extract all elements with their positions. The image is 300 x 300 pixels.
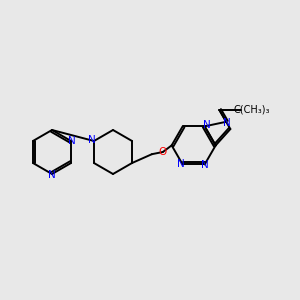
Text: N: N: [177, 160, 184, 170]
Text: O: O: [159, 147, 167, 157]
Text: N: N: [88, 135, 96, 145]
Text: C(CH₃)₃: C(CH₃)₃: [233, 105, 270, 115]
Text: N: N: [203, 120, 211, 130]
Text: N: N: [48, 170, 56, 180]
Text: N: N: [223, 118, 231, 128]
Text: N: N: [68, 136, 76, 146]
Text: N: N: [201, 160, 208, 170]
